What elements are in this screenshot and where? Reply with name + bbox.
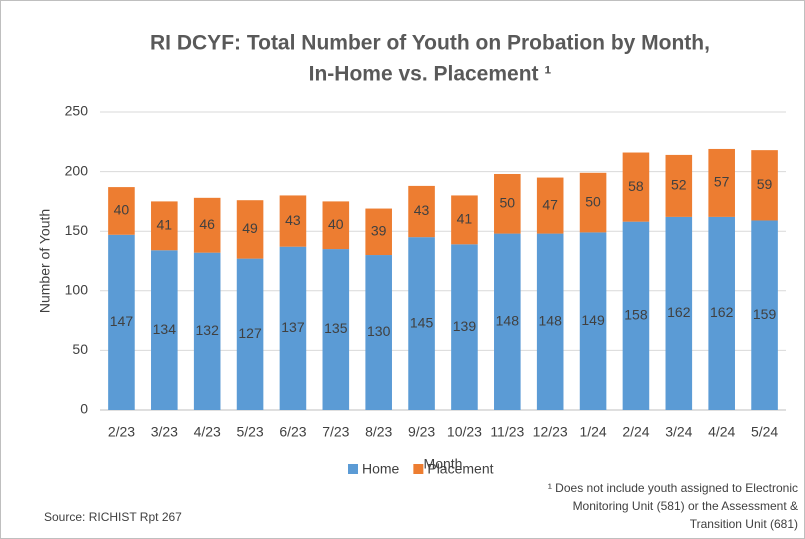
bar-segment [408, 237, 435, 410]
y-tick-label: 50 [72, 341, 88, 357]
y-tick-label: 250 [65, 103, 89, 119]
data-label: 49 [242, 220, 258, 236]
bar-segment [279, 195, 307, 247]
y-tick-label: 200 [65, 162, 89, 178]
data-label: 43 [285, 212, 301, 228]
data-label: 127 [238, 325, 262, 341]
data-label: 132 [196, 322, 220, 338]
data-label: 43 [414, 202, 430, 218]
bar-segment [451, 244, 478, 410]
bar-segment [365, 208, 392, 256]
data-label: 149 [581, 312, 605, 328]
data-label: 159 [753, 306, 777, 322]
data-label: 40 [114, 202, 130, 218]
data-label: 46 [199, 216, 215, 232]
x-tick-label: 9/23 [408, 424, 435, 440]
data-label: 57 [714, 174, 730, 190]
x-tick-label: 3/23 [151, 424, 178, 440]
chart-title: RI DCYF: Total Number of Youth on Probat… [150, 32, 710, 55]
bar-segment [494, 173, 521, 234]
bar-segment [451, 195, 478, 245]
x-tick-label: 3/24 [665, 424, 692, 440]
data-label: 59 [757, 176, 773, 192]
chart-title: In-Home vs. Placement ¹ [309, 63, 552, 86]
legend-swatch [348, 464, 358, 474]
x-tick-label: 8/23 [365, 424, 392, 440]
y-tick-label: 100 [65, 282, 89, 298]
x-tick-label: 12/23 [533, 424, 568, 440]
bar-segment [708, 216, 735, 410]
footnote: Monitoring Unit (581) or the Assessment … [573, 499, 798, 513]
x-tick-label: 4/24 [708, 424, 735, 440]
bar-segment [622, 221, 650, 410]
x-tick-label: 1/24 [579, 424, 606, 440]
data-label: 130 [367, 323, 391, 339]
source: Source: RICHIST Rpt 267 [44, 510, 182, 524]
data-label: 50 [585, 193, 601, 209]
y-tick-label: 0 [80, 401, 88, 417]
data-label: 137 [281, 319, 305, 335]
data-label: 148 [539, 312, 563, 328]
data-label: 50 [500, 194, 516, 210]
data-label: 135 [324, 320, 348, 336]
bar-segment [322, 201, 350, 250]
bar-segment [751, 150, 778, 221]
bar-segment [193, 252, 221, 410]
bar-segment [108, 234, 135, 410]
bar-segment [751, 220, 778, 410]
data-label: 148 [496, 312, 520, 328]
bar-segment [408, 185, 435, 238]
bar-segment [108, 187, 135, 235]
x-axis-label: Month [424, 456, 463, 472]
bar-segment [494, 233, 521, 410]
legend-swatch [413, 464, 424, 474]
bar-segment [708, 148, 735, 217]
data-label: 162 [710, 304, 734, 320]
bar-segment [151, 201, 178, 251]
bar-segment [322, 249, 350, 410]
bar-segment [279, 246, 307, 410]
x-tick-label: 2/23 [108, 424, 135, 440]
data-label: 147 [110, 313, 134, 329]
bar-segment [665, 154, 693, 217]
bar-segment [236, 258, 264, 410]
data-label: 40 [328, 216, 344, 232]
data-label: 58 [628, 178, 644, 194]
x-tick-label: 10/23 [447, 424, 482, 440]
x-tick-label: 2/24 [622, 424, 649, 440]
bar-segment [536, 233, 564, 410]
y-axis-label: Number of Youth [37, 209, 53, 313]
y-tick-label: 150 [65, 222, 89, 238]
data-label: 52 [671, 177, 687, 193]
data-label: 162 [667, 304, 691, 320]
data-label: 41 [157, 217, 173, 233]
data-label: 39 [371, 222, 387, 238]
legend-label: Home [362, 461, 400, 477]
footnote: ¹ Does not include youth assigned to Ele… [548, 481, 798, 495]
x-tick-label: 5/24 [751, 424, 778, 440]
data-label: 47 [542, 196, 558, 212]
bar-segment [579, 232, 607, 410]
data-label: 158 [624, 307, 648, 323]
bar-segment [536, 177, 564, 234]
bar-segment [236, 200, 264, 259]
data-label: 134 [153, 321, 177, 337]
bar-segment [622, 152, 650, 222]
legend-label: Placement [427, 461, 493, 477]
x-tick-label: 11/23 [490, 424, 524, 440]
bar-segment [151, 250, 178, 410]
data-label: 41 [457, 211, 473, 227]
x-tick-label: 7/23 [322, 424, 349, 440]
data-label: 145 [410, 314, 434, 330]
x-tick-label: 4/23 [194, 424, 221, 440]
data-label: 139 [453, 318, 477, 334]
bar-segment [579, 172, 607, 233]
bar-segment [665, 216, 693, 410]
bar-segment [193, 197, 221, 253]
bar-segment [365, 255, 392, 410]
footnote: Transition Unit (681) [690, 517, 798, 531]
x-tick-label: 5/23 [236, 424, 263, 440]
x-tick-label: 6/23 [279, 424, 306, 440]
